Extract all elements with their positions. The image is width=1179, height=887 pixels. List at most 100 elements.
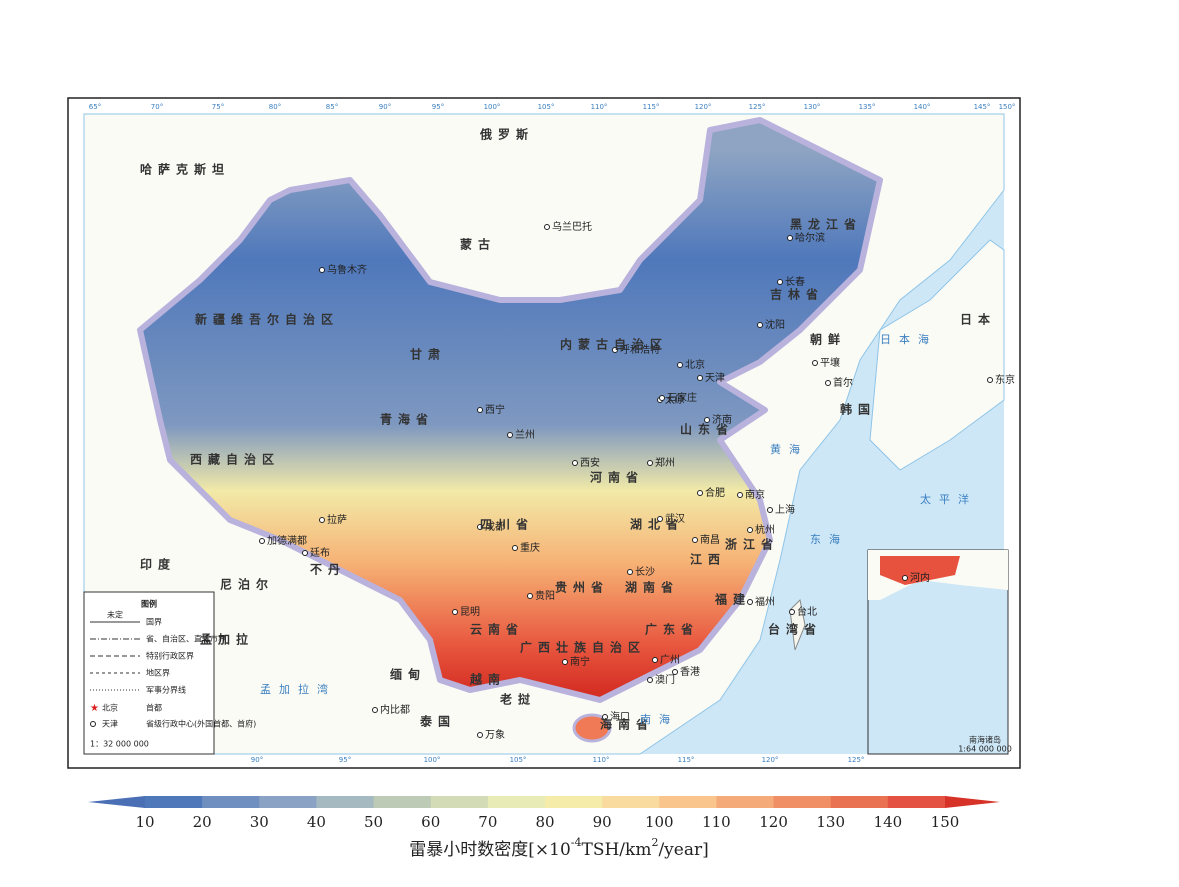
city-label: 西宁	[485, 403, 505, 416]
colorbar-label-part: /year]	[658, 840, 708, 860]
colorbar-bin	[602, 796, 660, 808]
city-marker	[657, 516, 663, 522]
colorbar-bin	[487, 796, 546, 808]
country-label: 越南	[469, 672, 506, 687]
colorbar-tick-label: 130	[816, 813, 845, 831]
legend-provincial-city: 天津	[102, 719, 118, 729]
city-label: 沈阳	[765, 318, 785, 331]
colorbar-label-part: TSH/km	[581, 840, 651, 860]
coord-label: 145°	[974, 103, 991, 111]
city-label: 乌兰巴托	[552, 220, 592, 233]
coord-label: 95°	[432, 103, 444, 111]
city-marker	[659, 395, 665, 401]
city-label: 福州	[755, 595, 775, 608]
city-label: 呼和浩特	[620, 344, 660, 356]
colorbar-bin	[316, 796, 375, 808]
coord-label: 140°	[914, 103, 931, 111]
region-label: 山东省	[680, 422, 734, 437]
city-label: 广州	[660, 654, 680, 666]
coord-label: 130°	[804, 103, 821, 111]
city-label: 河内	[910, 571, 930, 584]
region-label: 甘肃	[410, 347, 446, 362]
legend-capital-city: 北京	[102, 703, 118, 713]
city-marker	[747, 599, 753, 605]
country-label: 俄罗斯	[479, 127, 534, 142]
sea-label: 黄海	[770, 442, 808, 456]
colorbar-tick-label: 60	[421, 813, 440, 831]
colorbar-tick-label: 70	[478, 813, 497, 831]
region-label: 新疆维吾尔自治区	[195, 312, 339, 327]
colorbar-tick-label: 30	[250, 813, 269, 831]
city-marker	[777, 279, 783, 285]
city-marker	[259, 538, 265, 544]
coord-label: 135°	[859, 103, 876, 111]
sea-label: 日本海	[880, 332, 937, 346]
city-label: 石家庄	[667, 391, 697, 404]
colorbar-bin	[259, 796, 317, 808]
colorbar-bin	[545, 796, 603, 808]
city-marker	[302, 550, 308, 556]
colorbar-tick-label: 150	[931, 813, 960, 831]
colorbar-label: 雷暴小时数密度[×10-4TSH/km2/year]	[409, 836, 709, 860]
city-marker	[757, 322, 763, 328]
region-label: 广西壮族自治区	[520, 640, 646, 655]
region-label: 广东省	[645, 622, 699, 637]
legend-scale: 1：32 000 000	[90, 740, 149, 749]
region-label: 浙江省	[725, 537, 779, 552]
city-label: 成都	[485, 521, 505, 533]
colorbar-bin	[887, 796, 946, 808]
city-label: 重庆	[520, 541, 540, 554]
region-label: 云南省	[470, 622, 524, 637]
city-label: 海口	[610, 710, 630, 723]
city-marker	[747, 527, 753, 533]
city-marker	[372, 707, 378, 713]
colorbar-bin	[373, 796, 432, 808]
city-label: 长春	[785, 276, 805, 288]
coord-label: 150°	[999, 103, 1016, 111]
china-density	[137, 117, 883, 703]
city-label: 济南	[712, 413, 732, 426]
coord-label: 115°	[643, 103, 660, 111]
legend-title: 图例	[141, 599, 157, 609]
colorbar-bin	[716, 796, 775, 808]
legend-item: 军事分界线	[146, 685, 186, 695]
city-marker	[477, 732, 483, 738]
colorbar-bin	[202, 796, 260, 808]
colorbar-tick-label: 10	[135, 813, 154, 831]
country-label: 蒙古	[460, 237, 496, 252]
region-label: 江西	[690, 552, 726, 567]
city-label: 郑州	[655, 456, 675, 469]
region-label: 海南省	[600, 717, 654, 732]
colorbar-tick-label: 90	[593, 813, 612, 831]
country-label: 韩国	[840, 402, 876, 417]
city-label: 澳门	[655, 673, 675, 686]
region-label: 四川省	[480, 517, 534, 532]
country-label: 泰国	[419, 714, 456, 729]
colorbar-tick-label: 40	[307, 813, 326, 831]
city-marker	[677, 362, 683, 368]
city-marker	[647, 677, 653, 683]
city-marker	[512, 545, 518, 551]
city-marker	[697, 375, 703, 381]
city-label: 太原	[665, 393, 685, 406]
city-marker	[902, 575, 908, 581]
legend-box	[83, 591, 215, 755]
legend-item: 省、自治区、直辖市界	[146, 634, 226, 644]
city-label: 加德满都	[267, 534, 307, 547]
city-marker	[825, 380, 831, 386]
legend-star: ★	[90, 703, 99, 714]
city-marker	[527, 593, 533, 599]
colorbar-bin	[773, 796, 832, 808]
colorbar-label-part: 2	[651, 836, 658, 849]
city-marker	[789, 609, 795, 615]
colorbar-tick-label: 20	[193, 813, 212, 831]
city-marker	[477, 407, 483, 413]
inset-title: 南海诸岛	[969, 735, 1001, 745]
city-marker	[319, 267, 325, 273]
coord-label: 115°	[678, 756, 695, 764]
city-label: 廷布	[310, 547, 330, 559]
inset-china	[880, 556, 960, 585]
region-label: 福建	[714, 592, 751, 607]
country-label: 缅甸	[390, 667, 426, 682]
city-label: 杭州	[755, 523, 775, 536]
